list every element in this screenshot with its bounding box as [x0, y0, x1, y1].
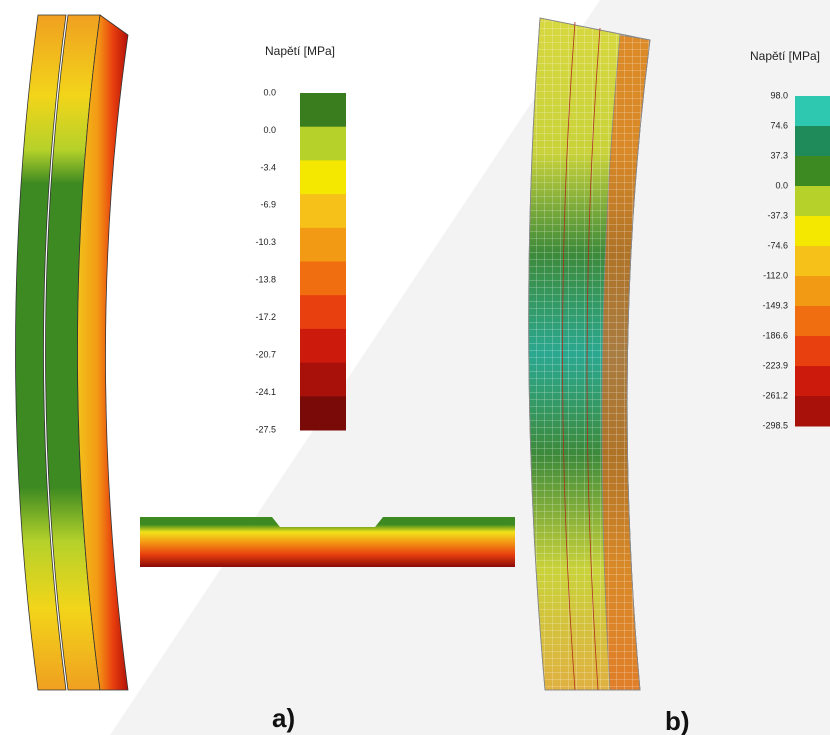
legend-label: -27.5	[255, 424, 276, 434]
legend-swatch	[795, 276, 830, 307]
legend-label: -261.2	[762, 390, 788, 400]
legend-label: -24.1	[255, 387, 276, 397]
legend-label: -112.0	[763, 270, 788, 280]
legend-label: -17.2	[255, 312, 276, 322]
legend-label: 98.0	[770, 90, 788, 100]
beam-a	[16, 15, 129, 690]
legend: 0.0 0.0 -3.4 -6.9 -10.3 -13.8 -17.2 -20.7 -24.1 -…	[255, 87, 346, 434]
legend-swatch	[300, 329, 346, 363]
legend-swatch	[300, 127, 346, 161]
legend-swatch	[795, 396, 830, 427]
legend-swatch	[795, 336, 830, 367]
legend-swatch	[300, 194, 346, 228]
legend-label: 37.3	[770, 150, 788, 160]
legend-label: -37.3	[767, 210, 788, 220]
panel-label: b)	[665, 706, 690, 735]
legend-swatch	[300, 160, 346, 194]
legend-swatch	[795, 186, 830, 217]
legend-swatch	[795, 306, 830, 337]
legend-swatch	[300, 363, 346, 397]
legend-label: -298.5	[762, 420, 788, 430]
legend-swatch	[795, 246, 830, 277]
legend-label: -223.9	[762, 360, 788, 370]
legend-label: -13.8	[255, 275, 276, 285]
legend-swatch	[300, 262, 346, 296]
legend-swatch	[300, 93, 346, 127]
figure: Napětí [MPa] Napětí [MPa] 0.0 0.0 -3.4 -6.9…	[0, 0, 830, 735]
legend-label: 74.6	[770, 120, 788, 130]
legend-title: Napětí [MPa]	[265, 44, 335, 58]
legend-label: -10.3	[255, 237, 276, 247]
legend-swatch	[795, 126, 830, 157]
legend-swatch	[795, 366, 830, 397]
legend-title: Napětí [MPa]	[750, 49, 820, 63]
legend-label: 0.0	[775, 180, 788, 190]
legend-swatch	[300, 295, 346, 329]
legend-label: -6.9	[260, 200, 276, 210]
legend-swatch	[300, 228, 346, 262]
legend-label: -186.6	[762, 330, 788, 340]
legend-swatch	[795, 216, 830, 247]
legend-label: -20.7	[255, 349, 276, 359]
legend-label: -74.6	[767, 240, 788, 250]
legend-label: -3.4	[260, 162, 276, 172]
background	[110, 0, 830, 735]
legend-label: 0.0	[263, 87, 276, 97]
legend-swatch	[300, 396, 346, 430]
legend-swatch	[795, 96, 830, 127]
panel-label: a)	[272, 703, 295, 733]
legend-swatch	[795, 156, 830, 187]
legend-label: 0.0	[263, 125, 276, 135]
legend-label: -149.3	[762, 300, 788, 310]
